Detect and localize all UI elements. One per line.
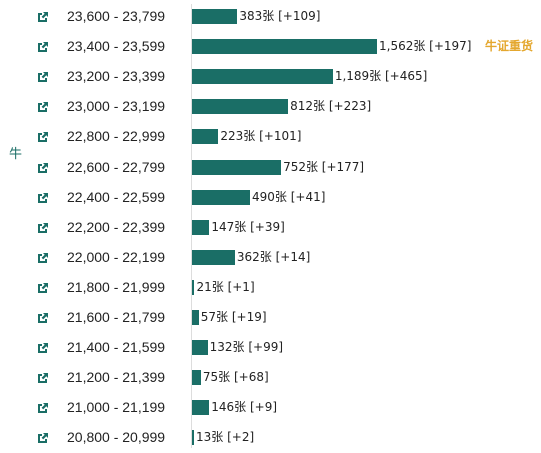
bar-value-label: 147张 [+39] (211, 219, 285, 234)
external-link-icon[interactable] (36, 40, 50, 54)
external-link-icon[interactable] (36, 161, 50, 175)
external-link-icon[interactable] (36, 431, 50, 445)
category-label: 21,000 - 21,199 (67, 399, 166, 416)
external-link-icon[interactable] (36, 281, 50, 295)
chart-row: 21,600 - 21,799 57张 [+19] (0, 303, 541, 333)
category-label: 21,600 - 21,799 (67, 309, 166, 325)
bar (192, 340, 208, 356)
chart-row: 23,600 - 23,799 383张 [+109] (0, 2, 541, 32)
external-link-icon[interactable] (36, 10, 50, 24)
chart-row: 22,800 - 22,999 223张 [+101] (0, 122, 541, 152)
bar (192, 189, 251, 205)
category-label: 21,400 - 21,599 (67, 339, 166, 356)
external-link-icon[interactable] (36, 221, 50, 235)
bar-value-label: 21张 [+1] (196, 279, 255, 294)
external-link-icon[interactable] (36, 191, 50, 205)
external-link-icon[interactable] (36, 70, 50, 84)
chart-row: 20,800 - 20,999 13张 [+2] (0, 423, 541, 453)
bar-value-label: 1,562张 [+197] (379, 39, 472, 54)
external-link-icon[interactable] (36, 401, 50, 415)
highlight-badge: 牛证重货 (485, 39, 534, 53)
bar (192, 39, 377, 55)
bar-value-label: 362张 [+14] (236, 249, 311, 264)
chart-row: 23,000 - 23,199 812张 [+223] (0, 92, 541, 122)
external-link-icon[interactable] (36, 311, 50, 325)
bar (192, 9, 238, 24)
category-label: 23,000 - 23,199 (67, 98, 166, 115)
bar (192, 69, 333, 85)
category-label: 21,200 - 21,399 (67, 369, 166, 386)
category-label: 23,200 - 23,399 (67, 68, 166, 85)
chart-row: 21,400 - 21,599 132张 [+99] (0, 333, 541, 363)
external-link-icon[interactable] (36, 130, 50, 144)
bar (192, 249, 235, 265)
external-link-icon[interactable] (36, 371, 50, 385)
bar (192, 279, 195, 295)
bar-value-label: 223张 [+101] (220, 129, 302, 144)
bar-value-label: 752张 [+177] (283, 159, 365, 174)
bar (192, 219, 210, 235)
bar (192, 430, 194, 446)
bar-value-label: 13张 [+2] (196, 430, 255, 445)
bar-value-label: 146张 [+9] (211, 400, 278, 415)
bar-value-label: 490张 [+41] (252, 189, 326, 204)
chart-row: 23,200 - 23,399 1,189张 [+465] (0, 62, 541, 92)
chart-row: 21,000 - 21,199 146张 [+9] (0, 393, 541, 423)
chart-row: 21,800 - 21,999 21张 [+1] (0, 273, 541, 303)
bar (192, 159, 282, 175)
category-label: 20,800 - 20,999 (67, 429, 166, 446)
external-link-icon[interactable] (36, 100, 50, 114)
category-label: 22,000 - 22,199 (67, 248, 166, 265)
category-label: 21,800 - 21,999 (67, 278, 166, 295)
bar (192, 370, 201, 386)
chart-row: 23,400 - 23,599 1,562张 [+197] (0, 32, 541, 62)
bar (192, 129, 219, 145)
bar-value-label: 1,189张 [+465] (334, 69, 428, 84)
bar (192, 99, 289, 115)
external-link-icon[interactable] (36, 251, 50, 265)
bar-value-label: 383张 [+109] (239, 9, 321, 23)
chart-row: 22,400 - 22,599 490张 [+41] (0, 183, 541, 213)
value-axis-line (191, 4, 192, 448)
chart-row: 21,200 - 21,399 75张 [+68] (0, 363, 541, 393)
bar-value-label: 812张 [+223] (290, 99, 372, 114)
side-label: 牛 (9, 147, 23, 162)
chart-row: 22,200 - 22,399 147张 [+39] (0, 213, 541, 243)
bar-value-label: 75张 [+68] (202, 370, 269, 385)
category-label: 22,400 - 22,599 (67, 188, 166, 205)
chart-row: 22,000 - 22,199 362张 [+14] (0, 243, 541, 273)
bar (192, 400, 210, 416)
category-label: 23,600 - 23,799 (67, 8, 166, 24)
category-label: 22,600 - 22,799 (67, 158, 166, 175)
bar-value-label: 132张 [+99] (209, 340, 284, 355)
chart-row: 22,600 - 22,799 752张 [+177] (0, 153, 541, 183)
category-label: 23,400 - 23,599 (67, 38, 166, 55)
category-label: 22,800 - 22,999 (67, 128, 166, 145)
bar-value-label: 57张 [+19] (200, 310, 267, 324)
category-label: 22,200 - 22,399 (67, 218, 166, 235)
external-link-icon[interactable] (36, 341, 50, 355)
bar (192, 310, 199, 325)
